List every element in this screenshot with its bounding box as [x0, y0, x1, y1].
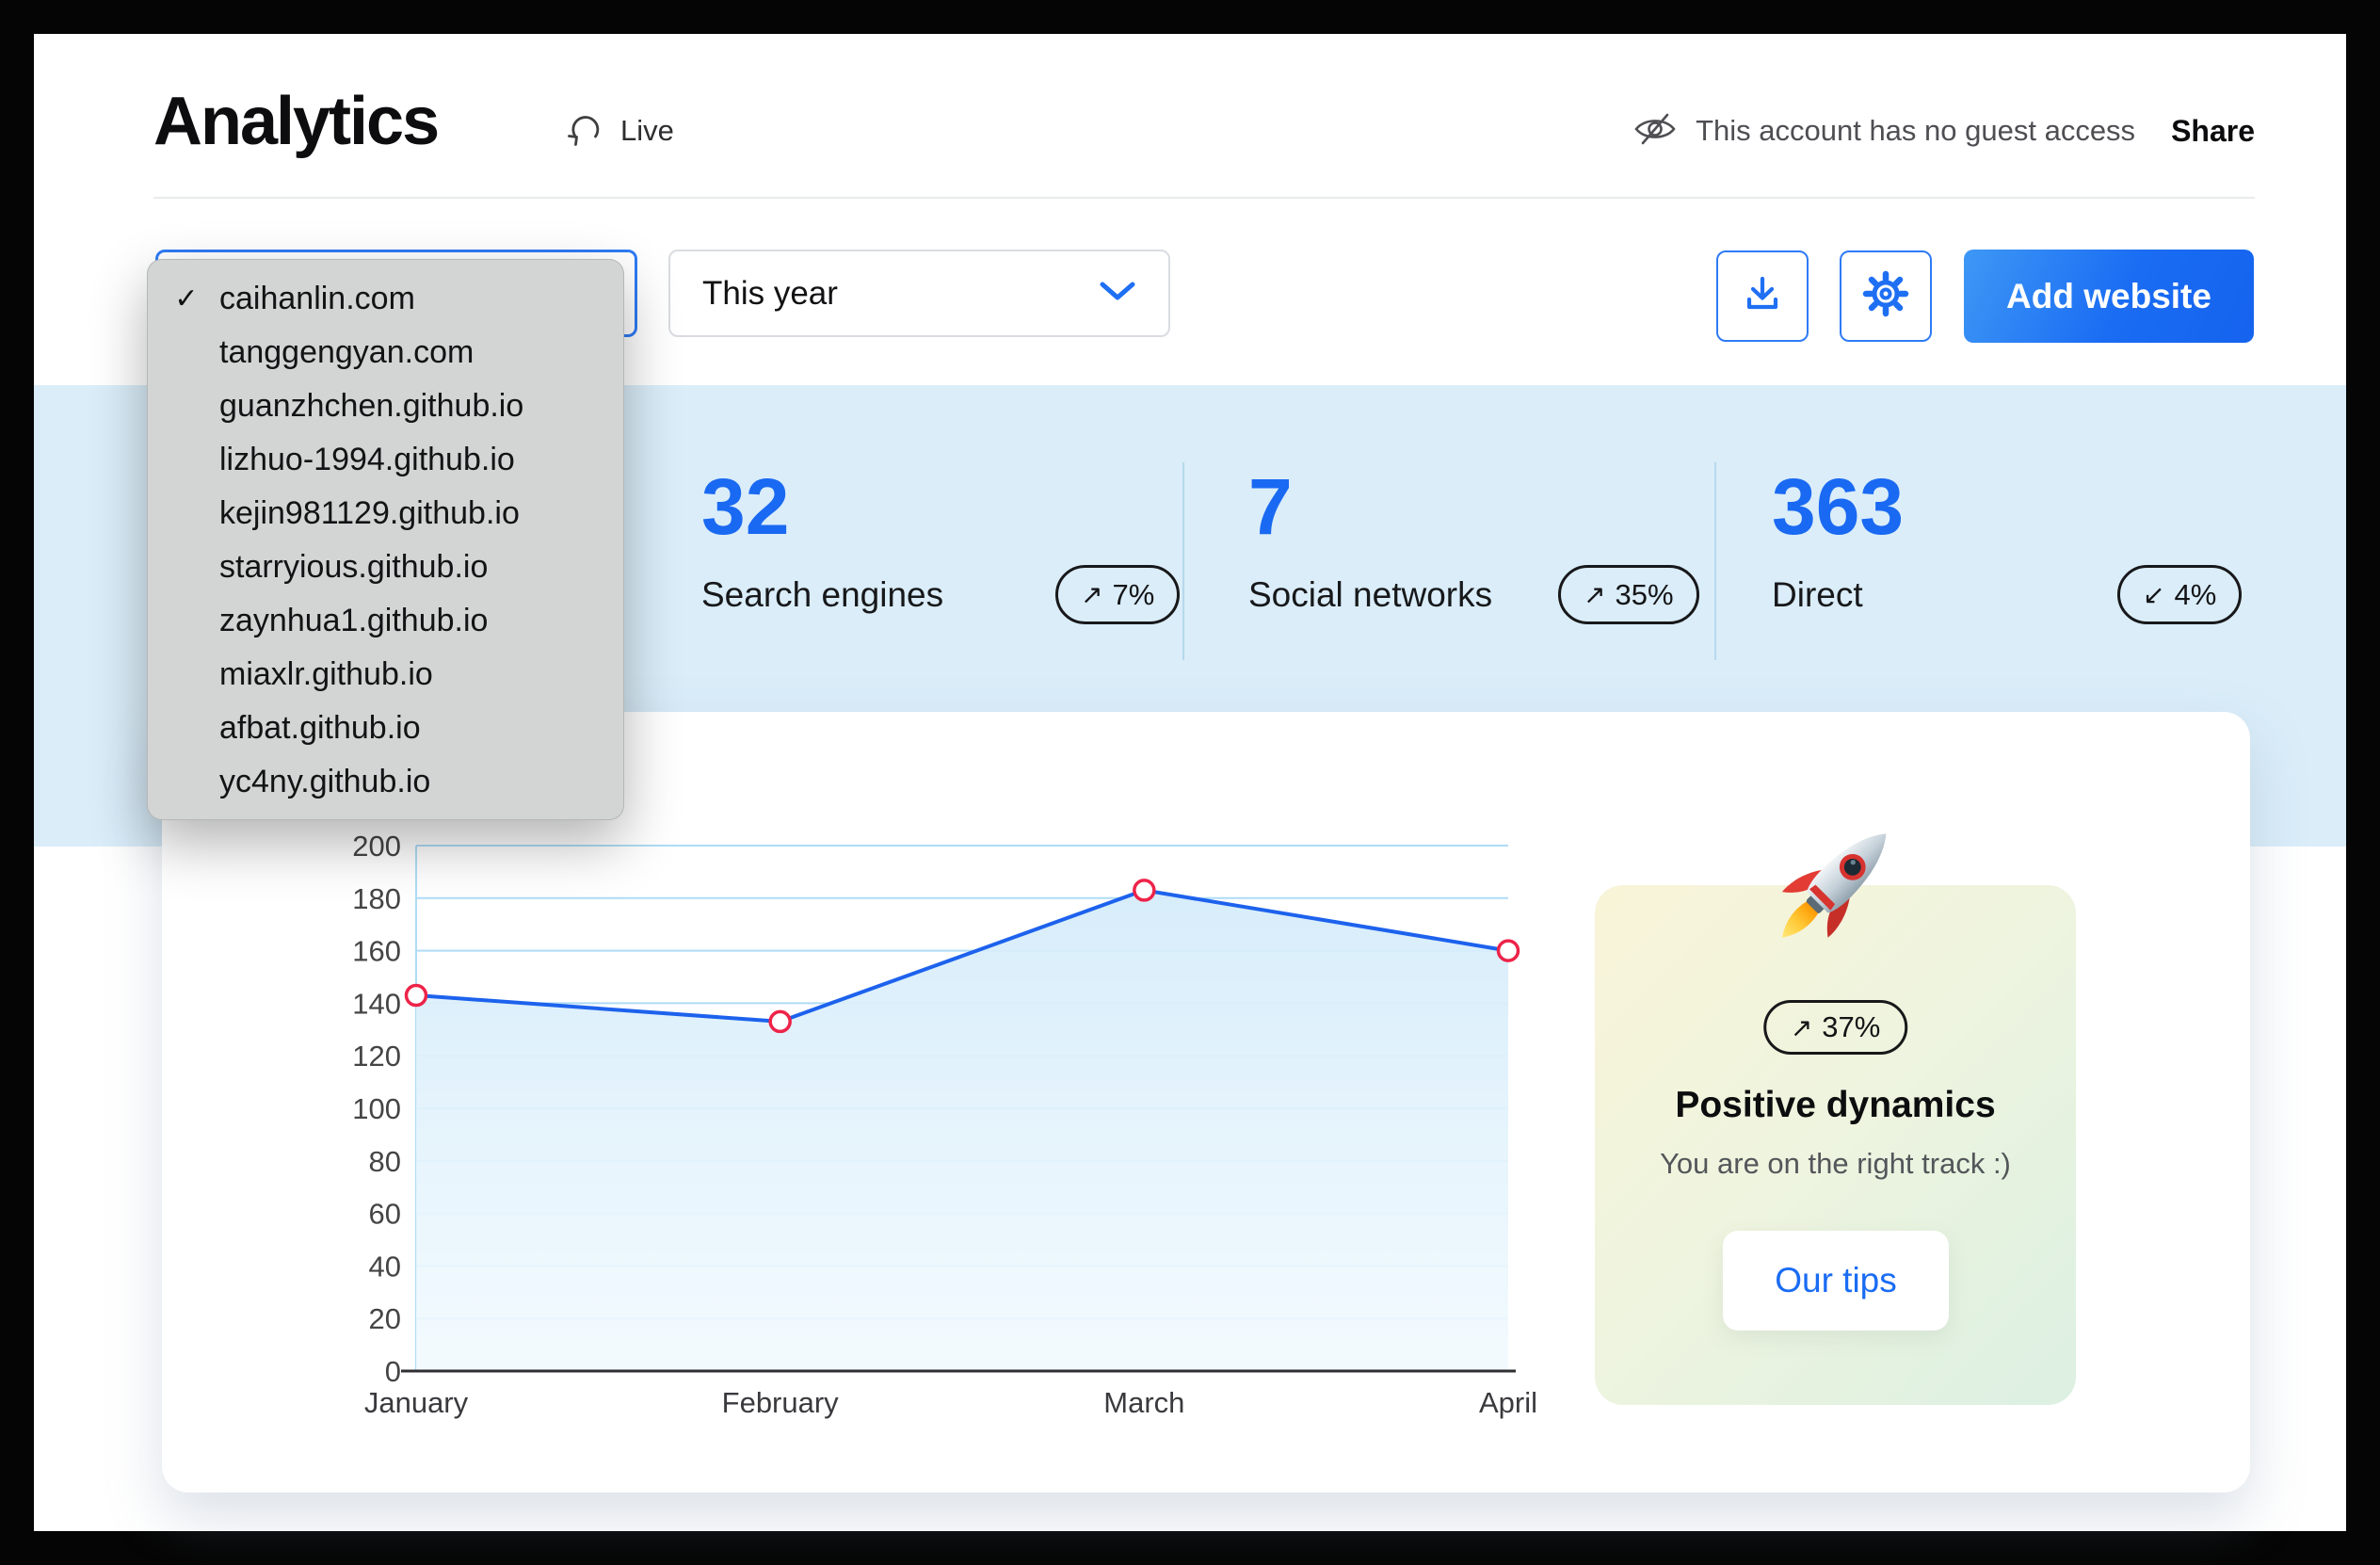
dropdown-option-label: yc4ny.github.io [219, 764, 431, 799]
chart-point[interactable] [768, 1009, 792, 1034]
dropdown-option[interactable]: miaxlr.github.io [148, 648, 623, 702]
y-tick-label: 20 [369, 1302, 401, 1335]
dropdown-option-label: kejin981129.github.io [219, 495, 520, 531]
stat-divider [1182, 462, 1184, 660]
dropdown-option[interactable]: guanzhchen.github.io [148, 379, 623, 433]
eye-off-icon [1633, 112, 1677, 151]
period-select-value: This year [702, 274, 838, 312]
guest-access-group: This account has no guest access Share [1633, 105, 2255, 156]
settings-button[interactable] [1840, 250, 1932, 342]
y-tick-label: 160 [352, 935, 401, 968]
download-icon [1741, 272, 1784, 320]
y-tick-label: 80 [369, 1145, 401, 1178]
stat-label-direct: Direct [1772, 575, 1863, 614]
stat-value-social-networks: 7 [1248, 462, 1293, 551]
x-tick-label: April [1479, 1386, 1537, 1419]
dropdown-option[interactable]: yc4ny.github.io [148, 755, 623, 809]
chart-point[interactable] [1133, 879, 1156, 902]
y-tick-label: 140 [352, 987, 401, 1020]
y-tick-label: 100 [352, 1092, 401, 1125]
dropdown-option-label: afbat.github.io [219, 710, 421, 746]
delta-value: 4% [2174, 577, 2217, 611]
y-tick-label: 120 [352, 1040, 401, 1073]
stat-delta-badge: ↗ 35% [1558, 565, 1699, 624]
dropdown-option-label: lizhuo-1994.github.io [219, 442, 515, 477]
chart-point[interactable] [1496, 939, 1520, 962]
x-tick-label: February [722, 1386, 840, 1419]
trend-down-icon: ↙ [2143, 579, 2165, 610]
dropdown-option-label: zaynhua1.github.io [219, 603, 489, 638]
dropdown-option-label: caihanlin.com [219, 281, 415, 316]
analytics-window: Analytics Live This account has no guest… [34, 34, 2346, 1531]
dropdown-option[interactable]: starryious.github.io [148, 540, 623, 594]
dropdown-option-label: starryious.github.io [219, 549, 489, 585]
website-dropdown-menu: ✓ caihanlin.com tanggengyan.com guanzhchen.… [147, 259, 624, 820]
dropdown-option-label: tanggengyan.com [219, 334, 474, 370]
chevron-down-icon [1099, 281, 1136, 306]
x-tick-label: March [1103, 1386, 1184, 1419]
stat-delta-badge: ↙ 4% [2117, 565, 2243, 624]
live-indicator[interactable]: Live [564, 105, 674, 156]
delta-value: 37% [1822, 1010, 1881, 1043]
stat-label-search-engines: Search engines [701, 575, 944, 614]
dropdown-option[interactable]: lizhuo-1994.github.io [148, 433, 623, 487]
chart-line [415, 888, 1509, 1024]
stat-value-direct: 363 [1772, 462, 1905, 551]
tips-delta-badge: ↗ 37% [1762, 1000, 1908, 1055]
our-tips-button[interactable]: Our tips [1723, 1231, 1949, 1331]
traffic-chart: 0 20 40 60 80 100 120 140 160 180 200 January Februa… [341, 830, 1565, 1444]
y-tick-label: 60 [369, 1198, 401, 1231]
delta-value: 35% [1615, 577, 1674, 611]
stat-value-search-engines: 32 [701, 462, 790, 551]
dropdown-option[interactable]: ✓ caihanlin.com [148, 272, 623, 326]
tips-title: Positive dynamics [1675, 1085, 1996, 1125]
stat-divider [1714, 462, 1716, 660]
trend-up-icon: ↗ [1081, 579, 1103, 610]
header-divider [153, 197, 2255, 199]
dropdown-option[interactable]: tanggengyan.com [148, 326, 623, 379]
trend-up-icon: ↗ [1790, 1011, 1813, 1043]
area-fill [416, 890, 1508, 1371]
y-tick-label: 180 [352, 882, 401, 915]
trend-up-icon: ↗ [1584, 579, 1606, 610]
dropdown-option[interactable]: afbat.github.io [148, 702, 623, 755]
dropdown-option[interactable]: zaynhua1.github.io [148, 594, 623, 648]
traffic-chart-card: 0 20 40 60 80 100 120 140 160 180 200 January Februa… [162, 712, 2250, 1492]
share-button[interactable]: Share [2171, 113, 2255, 148]
delta-value: 7% [1112, 577, 1155, 611]
dropdown-option[interactable]: kejin981129.github.io [148, 487, 623, 540]
page-title: Analytics [153, 84, 440, 159]
y-tick-label: 200 [352, 832, 401, 863]
y-tick-label: 0 [385, 1355, 401, 1388]
dropdown-option-label: guanzhchen.github.io [219, 388, 524, 424]
dropdown-option-label: miaxlr.github.io [219, 656, 433, 692]
download-button[interactable] [1716, 250, 1809, 342]
guest-access-note: This account has no guest access [1696, 114, 2136, 147]
rocket-emoji [1755, 800, 1917, 962]
refresh-icon [564, 108, 605, 154]
x-tick-label: January [364, 1386, 469, 1419]
period-select[interactable]: This year [668, 250, 1170, 337]
stat-label-social-networks: Social networks [1248, 575, 1493, 614]
checkmark-icon: ✓ [174, 282, 199, 315]
chart-point[interactable] [404, 983, 428, 1008]
gear-icon [1861, 269, 1910, 323]
tips-subtitle: You are on the right track :) [1660, 1147, 2011, 1180]
tips-card: ↗ 37% Positive dynamics You are on the r… [1595, 833, 2076, 1405]
stat-delta-badge: ↗ 7% [1055, 565, 1181, 624]
traffic-chart-svg: 0 20 40 60 80 100 120 140 160 180 200 January Februa… [352, 830, 1537, 1419]
live-label: Live [620, 114, 674, 147]
add-website-button[interactable]: Add website [1964, 250, 2254, 343]
y-tick-label: 40 [369, 1250, 401, 1283]
